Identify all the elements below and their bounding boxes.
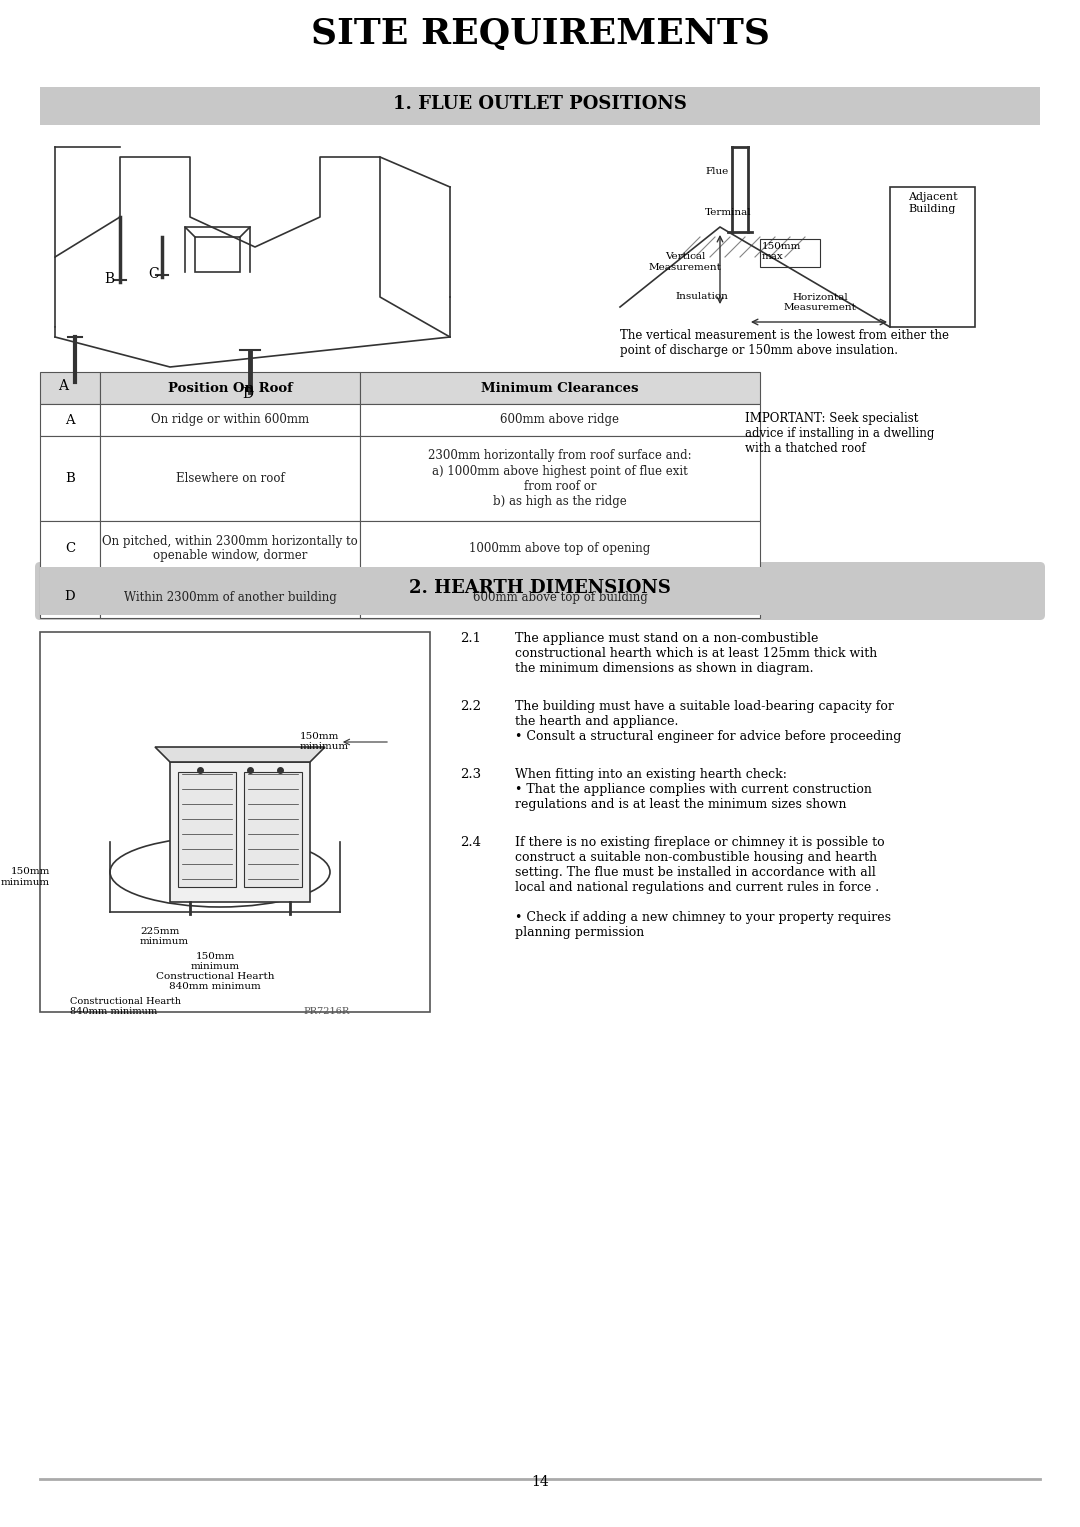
Text: 150mm
minimum: 150mm minimum bbox=[1, 867, 50, 887]
Text: If there is no existing fireplace or chimney it is possible to
construct a suita: If there is no existing fireplace or chi… bbox=[515, 835, 891, 939]
Text: 600mm above ridge: 600mm above ridge bbox=[500, 414, 620, 426]
Bar bbox=[40, 405, 100, 437]
Text: Adjacent
Building: Adjacent Building bbox=[907, 192, 957, 214]
Bar bbox=[40, 521, 100, 576]
Bar bbox=[100, 576, 360, 618]
Ellipse shape bbox=[110, 837, 330, 907]
Bar bbox=[360, 521, 760, 576]
Text: A: A bbox=[58, 379, 68, 392]
Text: The building must have a suitable load-bearing capacity for
the hearth and appli: The building must have a suitable load-b… bbox=[515, 699, 902, 744]
Text: Horizontal
Measurement: Horizontal Measurement bbox=[784, 293, 856, 312]
Text: B: B bbox=[104, 272, 114, 286]
Text: PR7216R: PR7216R bbox=[303, 1006, 350, 1015]
Text: Elsewhere on roof: Elsewhere on roof bbox=[176, 472, 284, 486]
Text: C: C bbox=[65, 542, 76, 554]
Bar bbox=[40, 87, 1040, 125]
Text: B: B bbox=[65, 472, 75, 486]
Text: On pitched, within 2300mm horizontally to
openable window, dormer: On pitched, within 2300mm horizontally t… bbox=[103, 534, 357, 562]
Text: Terminal: Terminal bbox=[704, 208, 752, 217]
Text: 150mm
minimum: 150mm minimum bbox=[300, 731, 349, 751]
Text: Minimum Clearances: Minimum Clearances bbox=[482, 382, 638, 394]
Bar bbox=[100, 521, 360, 576]
Bar bbox=[40, 373, 100, 405]
FancyBboxPatch shape bbox=[35, 562, 1045, 620]
Bar bbox=[360, 437, 760, 521]
Text: 1. FLUE OUTLET POSITIONS: 1. FLUE OUTLET POSITIONS bbox=[393, 95, 687, 113]
Text: 2. HEARTH DIMENSIONS: 2. HEARTH DIMENSIONS bbox=[409, 579, 671, 597]
Text: 1000mm above top of opening: 1000mm above top of opening bbox=[470, 542, 650, 554]
Text: 14: 14 bbox=[531, 1475, 549, 1489]
Text: Vertical
Measurement: Vertical Measurement bbox=[649, 252, 721, 272]
Text: Constructional Hearth
840mm minimum: Constructional Hearth 840mm minimum bbox=[156, 973, 274, 991]
Text: SITE REQUIREMENTS: SITE REQUIREMENTS bbox=[311, 17, 769, 50]
Bar bbox=[360, 576, 760, 618]
Bar bbox=[890, 186, 975, 327]
Text: 225mm
minimum: 225mm minimum bbox=[140, 927, 189, 947]
Text: C: C bbox=[148, 267, 159, 281]
Text: 150mm
minimum: 150mm minimum bbox=[190, 951, 240, 971]
Bar bbox=[360, 373, 760, 405]
Text: Within 2300mm of another building: Within 2300mm of another building bbox=[123, 591, 336, 603]
Text: IMPORTANT: Seek specialist
advice if installing in a dwelling
with a thatched ro: IMPORTANT: Seek specialist advice if ins… bbox=[745, 412, 934, 455]
Bar bbox=[360, 405, 760, 437]
Text: 2.1: 2.1 bbox=[460, 632, 481, 644]
Text: 150mm
max: 150mm max bbox=[762, 241, 801, 261]
Text: D: D bbox=[242, 386, 253, 402]
Text: A: A bbox=[65, 414, 75, 426]
Bar bbox=[100, 437, 360, 521]
Bar bbox=[195, 237, 240, 272]
Text: The appliance must stand on a non-combustible
constructional hearth which is at : The appliance must stand on a non-combus… bbox=[515, 632, 877, 675]
Polygon shape bbox=[156, 747, 325, 762]
Bar bbox=[100, 373, 360, 405]
Bar bbox=[40, 437, 100, 521]
Bar bbox=[100, 405, 360, 437]
Text: 2.2: 2.2 bbox=[460, 699, 481, 713]
Bar bbox=[244, 773, 302, 887]
Text: 600mm above top of building: 600mm above top of building bbox=[473, 591, 647, 603]
Bar bbox=[40, 576, 100, 618]
Text: Constructional Hearth
840mm minimum: Constructional Hearth 840mm minimum bbox=[70, 997, 181, 1017]
Text: On ridge or within 600mm: On ridge or within 600mm bbox=[151, 414, 309, 426]
Bar bbox=[40, 632, 430, 1012]
Text: When fitting into an existing hearth check:
• That the appliance complies with c: When fitting into an existing hearth che… bbox=[515, 768, 872, 811]
Text: The vertical measurement is the lowest from either the
point of discharge or 150: The vertical measurement is the lowest f… bbox=[620, 328, 949, 357]
Bar bbox=[170, 762, 310, 902]
Text: 2.4: 2.4 bbox=[460, 835, 481, 849]
Bar bbox=[178, 773, 237, 887]
Text: Flue: Flue bbox=[705, 166, 728, 176]
Text: Insulation: Insulation bbox=[675, 292, 728, 301]
Bar bbox=[40, 567, 1040, 615]
Text: 2300mm horizontally from roof surface and:
a) 1000mm above highest point of flue: 2300mm horizontally from roof surface an… bbox=[428, 449, 692, 507]
Text: 2.3: 2.3 bbox=[460, 768, 481, 780]
Text: D: D bbox=[65, 591, 76, 603]
Text: Position On Roof: Position On Roof bbox=[167, 382, 293, 394]
Bar bbox=[760, 240, 820, 267]
